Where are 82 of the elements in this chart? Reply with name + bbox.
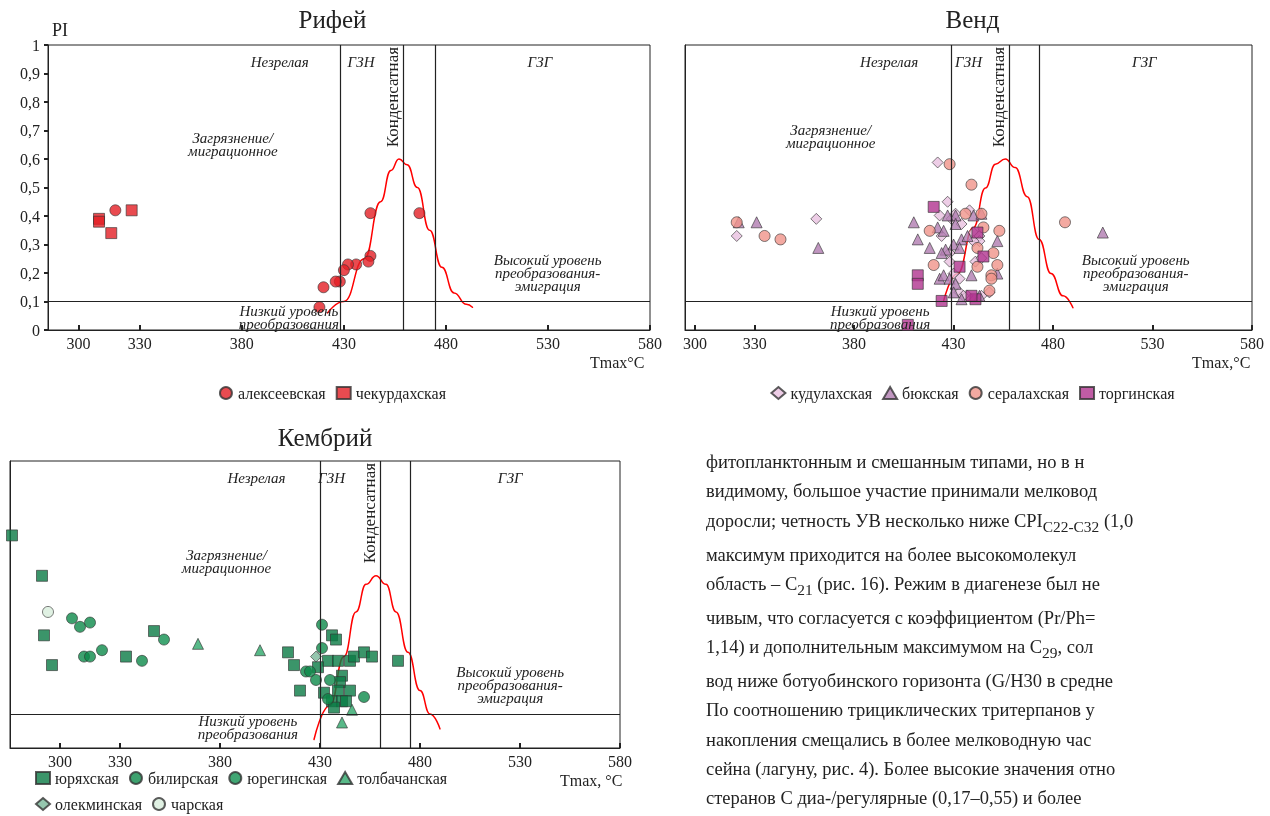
- y-tick-label: 0,9: [20, 65, 40, 82]
- text: ГЗГ: [496, 470, 525, 487]
- x-axis-title: Tmax,°C: [1192, 353, 1251, 371]
- annotation: Незрелая: [249, 54, 309, 71]
- x-tick-label: 380: [842, 334, 867, 352]
- text: По соотношению трициклических тритерпанов у: [706, 699, 1096, 723]
- annotation: Высокий уровень преобразования- эмиграция: [493, 252, 602, 294]
- x-tick-label: 430: [331, 334, 356, 352]
- annotation: Низкий уровень преобразования: [197, 713, 299, 743]
- text: 1,14) и дополнительным максимумом на C$_{29}$, сол: [706, 636, 1095, 663]
- annotation: Высокий уровень преобразования- эмиграция: [1081, 252, 1190, 294]
- legend-label: кудулахская: [790, 384, 873, 403]
- y-axis-title: PI: [52, 20, 69, 40]
- legend-label: билирская: [147, 769, 219, 788]
- legend-label: чекурдахская: [355, 384, 447, 403]
- text: ГЗН: [953, 54, 984, 71]
- x-tick-label: 330: [108, 752, 132, 770]
- x-tick-label: 530: [1140, 334, 1165, 352]
- y-tick-label: 0,2: [20, 264, 40, 282]
- x-tick-label: 580: [638, 334, 662, 352]
- text: доросли; четность УВ несколько ниже CPI$_{C22-C32}$ (1,0: [706, 509, 1135, 537]
- x-tick-label: 480: [1041, 334, 1066, 352]
- text: вод ниже ботуобинского горизонта (G/H30 в средне: [706, 670, 1115, 694]
- x-axis-title: Tmax°C: [590, 353, 645, 371]
- text: Незрелая: [859, 54, 919, 71]
- text: стеранов C диа-/регулярные (0,17–0,55) и более: [706, 787, 1083, 811]
- y-tick-label: 0,8: [20, 93, 40, 111]
- x-tick-label: 530: [508, 752, 532, 770]
- ref-line-label: Конденсатная: [989, 46, 1009, 148]
- text: чивым, что согласуется с коэффициентом (Pr/Ph=: [706, 606, 1097, 630]
- chart-title: Рифей: [298, 6, 367, 33]
- x-tick-label: 380: [208, 752, 232, 770]
- annotation: ГЗН: [346, 54, 376, 71]
- text: область – C$_{21}$ (рис. 16). Режим в диагенезе был не: [706, 572, 1101, 600]
- x-axis-title: Tmax, °C: [560, 771, 623, 789]
- x-tick-label: 330: [742, 334, 767, 352]
- y-tick-label: 0,7: [20, 122, 40, 139]
- y-tick-label: 0,5: [20, 179, 40, 196]
- x-tick-label: 430: [941, 334, 966, 352]
- x-tick-label: 300: [66, 334, 91, 352]
- y-tick-label: 0,6: [20, 150, 40, 168]
- annotation: ГЗГ: [526, 54, 554, 71]
- text: Незрелая: [226, 470, 286, 487]
- legend-label: бюкская: [902, 384, 960, 402]
- legend-label: олекминская: [55, 795, 143, 813]
- ref-line-label: Конденсатная: [360, 462, 379, 564]
- y-tick-label: 0: [32, 321, 40, 339]
- text: максимум приходится на более высокомолекул: [706, 543, 1078, 567]
- chart-title: Кембрий: [277, 424, 373, 451]
- x-tick-label: 300: [682, 334, 707, 352]
- legend-label: юрегинская: [247, 769, 328, 788]
- text: накопления смещались в более мелководную час: [706, 728, 1093, 752]
- chart-title: Венд: [945, 6, 1000, 33]
- text: фитопланктонным и смешанным типами, но в н: [706, 451, 1086, 474]
- annotation: Высокий уровень преобразования- эмиграция: [456, 663, 565, 706]
- annotation: Загрязнение/ миграционное: [180, 546, 272, 576]
- x-tick-label: 380: [229, 334, 254, 352]
- annotation: Загрязнение/ миграционное: [187, 130, 278, 160]
- legend-label: юряхская: [55, 769, 120, 788]
- text: сейна (лагуну, рис. 4). Более высокие значения отно: [706, 758, 1117, 782]
- text: видимому, большое участие принимали мелковод: [706, 480, 1099, 504]
- legend-label: сералахская: [987, 384, 1070, 403]
- x-tick-label: 580: [608, 752, 632, 770]
- legend-label: алексеевская: [237, 384, 327, 402]
- x-tick-label: 480: [408, 752, 432, 770]
- legend-label: толбачанская: [357, 769, 448, 787]
- text: Загрязнение/ миграционное: [784, 121, 876, 151]
- y-tick-label: 0,1: [20, 293, 40, 310]
- x-tick-label: 430: [308, 752, 332, 770]
- ref-line-label: Конденсатная: [383, 46, 403, 148]
- x-tick-label: 480: [433, 334, 458, 352]
- y-tick-label: 1: [32, 36, 40, 54]
- text: ГЗГ: [1130, 54, 1159, 71]
- annotation: Низкий уровень преобразования: [238, 302, 339, 332]
- x-tick-label: 330: [127, 334, 152, 352]
- y-tick-label: 0,4: [20, 207, 40, 225]
- legend-label: торгинская: [1099, 384, 1176, 403]
- x-tick-label: 300: [48, 752, 72, 770]
- x-tick-label: 580: [1240, 334, 1264, 352]
- x-tick-label: 530: [535, 334, 560, 352]
- y-tick-label: 0,3: [20, 236, 40, 253]
- legend-label: чарская: [170, 795, 224, 814]
